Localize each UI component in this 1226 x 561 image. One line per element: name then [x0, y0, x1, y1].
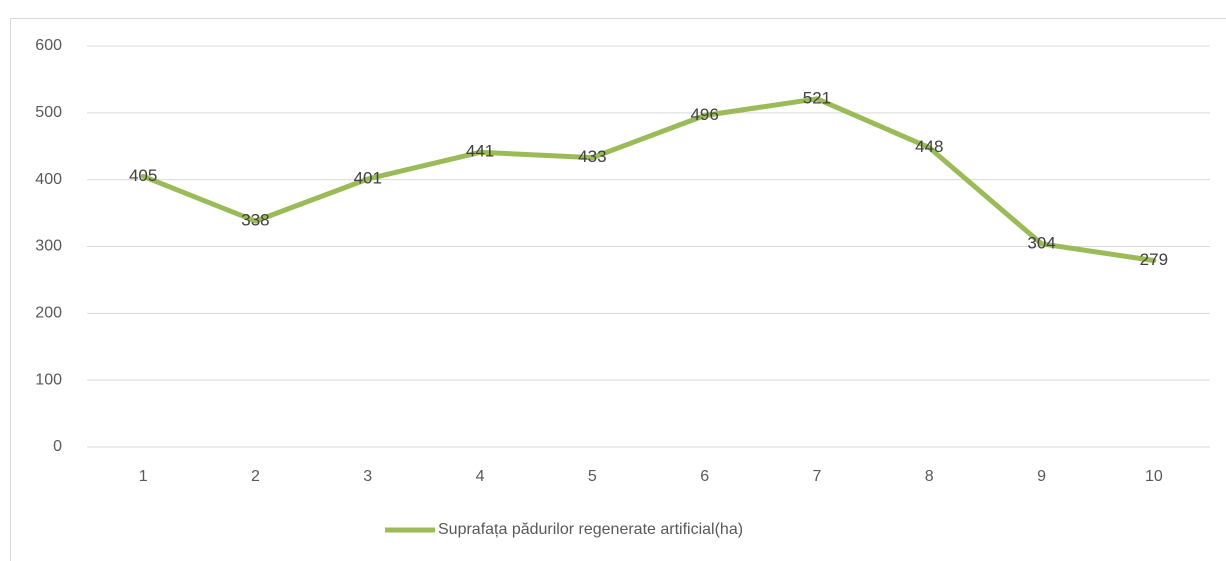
x-tick-label: 4	[476, 468, 485, 485]
data-label: 405	[129, 166, 157, 185]
data-label: 521	[803, 88, 831, 107]
y-tick-label: 100	[35, 371, 62, 388]
y-tick-label: 0	[53, 438, 62, 455]
x-tick-label: 3	[363, 468, 372, 485]
data-label: 304	[1027, 233, 1055, 252]
data-label: 433	[578, 147, 606, 166]
legend-label: Suprafața pădurilor regenerate artificia…	[438, 521, 743, 538]
x-tick-label: 8	[925, 468, 934, 485]
x-tick-label: 9	[1037, 468, 1046, 485]
y-tick-label: 400	[35, 171, 62, 188]
x-tick-label: 6	[700, 468, 709, 485]
x-tick-label: 7	[812, 468, 821, 485]
chart-frame	[10, 18, 1226, 561]
data-label: 496	[690, 105, 718, 124]
x-tick-label: 2	[251, 468, 260, 485]
y-tick-label: 500	[35, 104, 62, 121]
series-line	[140, 96, 1157, 264]
data-label: 441	[466, 142, 494, 161]
y-tick-label: 300	[35, 238, 62, 255]
x-tick-label: 1	[139, 468, 148, 485]
data-label: 401	[354, 168, 382, 187]
y-tick-label: 600	[35, 37, 62, 54]
y-tick-label: 200	[35, 305, 62, 322]
x-tick-label: 5	[588, 468, 597, 485]
x-tick-label: 10	[1145, 468, 1163, 485]
data-label: 338	[241, 211, 269, 230]
data-label: 279	[1140, 250, 1168, 269]
data-label: 448	[915, 137, 943, 156]
